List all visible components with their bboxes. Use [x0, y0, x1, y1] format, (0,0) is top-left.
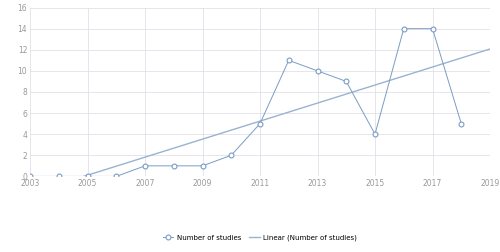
Number of studies [257, 122, 263, 125]
Number of studies [142, 164, 148, 167]
Line: Number of studies: Number of studies [28, 26, 464, 179]
Linear (Number of studies) [300, 106, 306, 109]
Linear (Number of studies) [487, 47, 493, 50]
Number of studies [401, 27, 407, 30]
Number of studies [286, 59, 292, 62]
Number of studies [228, 154, 234, 157]
Number of studies [200, 164, 205, 167]
Linear (Number of studies) [28, 191, 34, 194]
Number of studies [314, 69, 320, 72]
Number of studies [113, 175, 119, 178]
Number of studies [372, 133, 378, 136]
Line: Linear (Number of studies): Linear (Number of studies) [30, 49, 490, 193]
Linear (Number of studies) [27, 192, 33, 195]
Number of studies [84, 175, 90, 178]
Number of studies [56, 175, 62, 178]
Number of studies [458, 122, 464, 125]
Linear (Number of studies) [444, 61, 450, 64]
Linear (Number of studies) [301, 106, 307, 109]
Linear (Number of studies) [308, 103, 314, 106]
Number of studies [430, 27, 436, 30]
Number of studies [343, 80, 349, 83]
Number of studies [171, 164, 177, 167]
Linear (Number of studies) [414, 70, 420, 73]
Legend: Number of studies, Linear (Number of studies): Number of studies, Linear (Number of stu… [160, 232, 360, 244]
Number of studies [27, 175, 33, 178]
